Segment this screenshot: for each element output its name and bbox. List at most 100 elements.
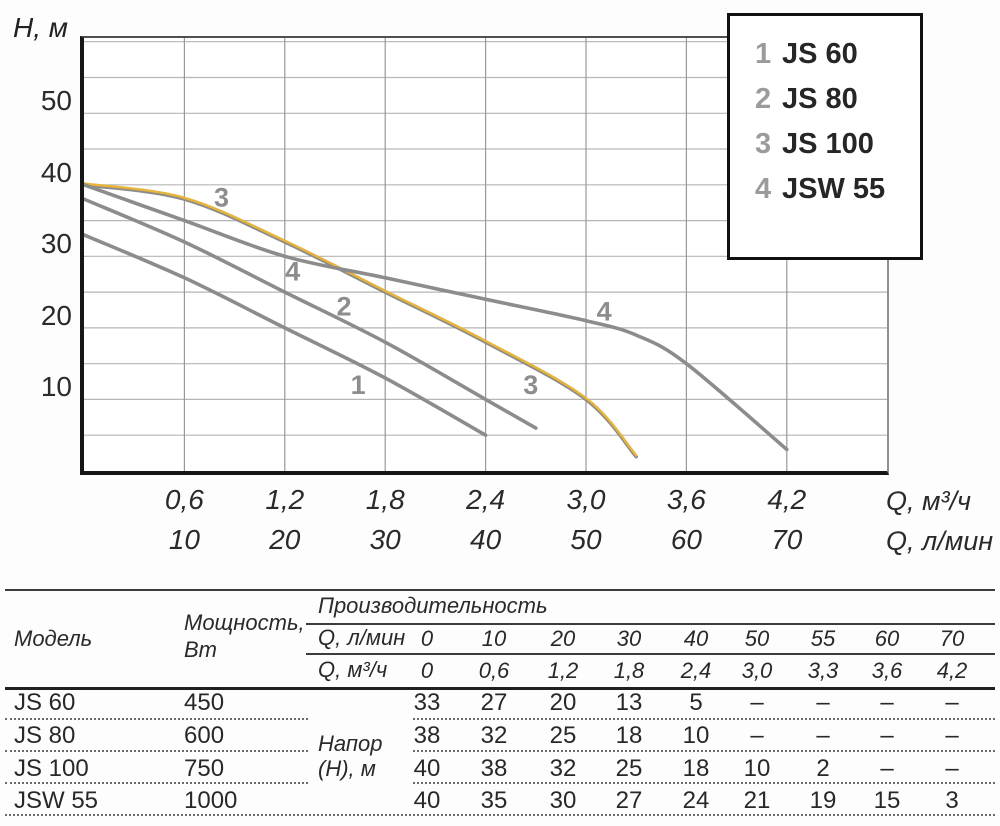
- chart-legend: 1 JS 60 2 JS 80 3 JS 100 4 JSW 55: [727, 13, 923, 260]
- curve-number-label: 3: [523, 370, 538, 400]
- head-value: 27: [480, 689, 508, 716]
- power-value: 1000: [184, 787, 238, 814]
- head-row-label: Напор: [318, 731, 383, 756]
- curve-number-label: 4: [597, 296, 612, 326]
- head-value: 19: [809, 787, 837, 814]
- head-value: –: [750, 689, 764, 716]
- head-value: 2: [816, 755, 830, 782]
- curve-number-label: 1: [351, 370, 366, 400]
- head-value: –: [880, 755, 894, 782]
- x-tick-m3h-4,2: 4,2: [767, 484, 807, 515]
- y-tick-50: 50: [40, 85, 72, 117]
- head-value: 38: [413, 722, 441, 749]
- q-lmin-value: 30: [616, 626, 642, 651]
- x-tick-lmin-60: 60: [670, 524, 702, 555]
- q-rows-divider: [306, 653, 995, 655]
- x-tick-m3h-2,4: 2,4: [466, 484, 506, 515]
- head-row-label-unit: (Н), м: [318, 756, 376, 781]
- head-value: –: [945, 755, 959, 782]
- q-lmin-value: 10: [481, 626, 507, 651]
- x-tick-lmin-40: 40: [470, 524, 502, 555]
- head-value: 18: [615, 722, 643, 749]
- legend-item-JSW 55: 4 JSW 55: [755, 174, 920, 204]
- head-value: 10: [743, 755, 771, 782]
- head-value: –: [816, 722, 830, 749]
- curve-number-label: 4: [285, 256, 300, 286]
- x-tick-lmin-70: 70: [771, 524, 803, 555]
- head-value: 5: [689, 689, 703, 716]
- x-tick-m3h-0,6: 0,6: [164, 484, 204, 515]
- model-name: JSW 55: [14, 787, 99, 814]
- x-tick-m3h-3,6: 3,6: [666, 484, 706, 515]
- model-name: JS 100: [14, 755, 89, 782]
- row-separator-dotted: [413, 782, 995, 784]
- y-tick-30: 30: [40, 228, 72, 260]
- q-m3h-value: 1,8: [613, 658, 645, 683]
- q-lmin-value: 20: [550, 626, 576, 651]
- x-tick-m3h-1,2: 1,2: [265, 484, 305, 515]
- head-value: 20: [549, 689, 577, 716]
- legend-curve-number: 4: [755, 173, 772, 205]
- q-m3h-value: 0,6: [478, 658, 510, 683]
- table-top-rule: [5, 589, 995, 591]
- curve-number-label: 3: [214, 183, 229, 213]
- q-lmin-value: 50: [744, 626, 770, 651]
- row-separator-dotted: [5, 750, 308, 752]
- head-value: 27: [615, 787, 643, 814]
- head-value: –: [945, 689, 959, 716]
- x-axis-unit-lmin: Q, л/мин: [886, 526, 994, 556]
- power-column-header: Мощность,: [184, 610, 305, 635]
- head-value: 30: [549, 787, 577, 814]
- legend-item-JS 100: 3 JS 100: [755, 129, 920, 159]
- legend-item-JS 80: 2 JS 80: [755, 84, 920, 114]
- header-body-rule: [5, 687, 995, 690]
- x-tick-lmin-50: 50: [570, 524, 602, 555]
- y-tick-40: 40: [40, 156, 72, 188]
- head-value: 24: [682, 787, 710, 814]
- performance-header: Производительность: [318, 593, 548, 618]
- q-lmin-row-label: Q, л/мин: [318, 625, 406, 650]
- curve-3-JS 100: [84, 183, 638, 459]
- y-axis-title: H, м: [13, 12, 68, 43]
- legend-model-name: JS 100: [782, 128, 874, 160]
- head-value: 40: [413, 787, 441, 814]
- legend-model-name: JS 80: [782, 83, 858, 115]
- legend-curve-number: 2: [755, 83, 772, 115]
- power-column-header-unit: Вт: [184, 637, 217, 662]
- x-tick-lmin-30: 30: [369, 524, 401, 555]
- head-value: 25: [615, 755, 643, 782]
- head-value: 21: [743, 787, 771, 814]
- power-value: 600: [184, 722, 225, 749]
- q-lmin-value: 70: [939, 626, 965, 651]
- head-value: 10: [682, 722, 710, 749]
- x-tick-lmin-20: 20: [269, 524, 301, 555]
- head-value: 18: [682, 755, 710, 782]
- x-tick-m3h-1,8: 1,8: [365, 484, 405, 515]
- q-m3h-value: 3,6: [871, 658, 903, 683]
- curve-1-JS 60: [84, 233, 488, 437]
- head-value: 40: [413, 755, 441, 782]
- head-value: 35: [480, 787, 508, 814]
- y-tick-20: 20: [40, 299, 72, 331]
- q-lmin-value: 40: [683, 626, 709, 651]
- x-axis-unit-m3h: Q, м³/ч: [886, 486, 971, 516]
- curve-highlight-JS 100: [84, 182, 638, 457]
- q-m3h-row-label: Q, м³/ч: [318, 657, 388, 682]
- curve-2-JS 80: [84, 197, 538, 430]
- model-column-header: Модель: [14, 626, 93, 651]
- q-lmin-value: 60: [874, 626, 900, 651]
- head-value: –: [945, 722, 959, 749]
- x-tick-lmin-10: 10: [168, 524, 200, 555]
- head-value: –: [880, 689, 894, 716]
- q-lmin-value: 55: [810, 626, 836, 651]
- legend-curve-number: 1: [755, 38, 772, 70]
- q-m3h-value: 3,0: [741, 658, 773, 683]
- head-value: 32: [480, 722, 508, 749]
- y-tick-10: 10: [40, 371, 72, 403]
- head-value: –: [750, 722, 764, 749]
- head-value: 38: [480, 755, 508, 782]
- power-value: 450: [184, 689, 225, 716]
- head-value: 3: [945, 787, 959, 814]
- q-m3h-value: 1,2: [547, 658, 579, 683]
